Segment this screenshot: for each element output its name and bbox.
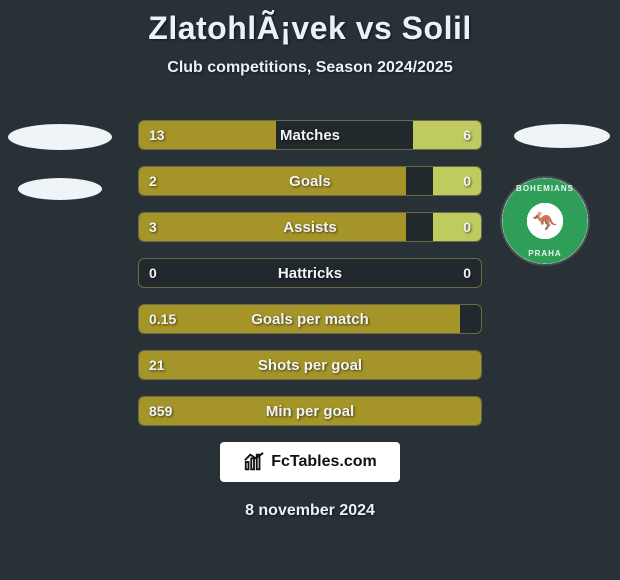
stat-bar-right	[413, 121, 481, 149]
stat-row: 859Min per goal	[138, 396, 482, 426]
date-text: 8 november 2024	[0, 502, 620, 520]
crest-top-text: BOHEMIANS	[502, 184, 588, 193]
stat-bar-left	[139, 121, 276, 149]
stat-bar-left	[139, 167, 406, 195]
stat-bar-left	[139, 351, 481, 379]
stat-row: 136Matches	[138, 120, 482, 150]
stat-label: Hattricks	[139, 259, 481, 287]
stat-bar-left	[139, 213, 406, 241]
crest-bottom-text: PRAHA	[502, 249, 588, 258]
player2-club-crest: BOHEMIANS 🦘 PRAHA	[502, 178, 588, 264]
watermark-badge: FcTables.com	[220, 442, 400, 482]
stat-value-right: 0	[463, 259, 471, 287]
player1-club-placeholder	[18, 178, 102, 200]
player1-avatar-placeholder	[8, 124, 112, 150]
watermark-text: FcTables.com	[271, 453, 377, 471]
stat-row: 21Shots per goal	[138, 350, 482, 380]
stat-bar-right	[433, 167, 481, 195]
kangaroo-icon: 🦘	[533, 209, 558, 234]
stat-value-left: 0	[149, 259, 157, 287]
comparison-title: ZlatohlÃ¡vek vs Solil	[0, 0, 620, 47]
player2-name: Solil	[402, 10, 472, 46]
stat-row: 0 0Hattricks	[138, 258, 482, 288]
stat-bar-left	[139, 397, 481, 425]
stat-bar-left	[139, 305, 460, 333]
subtitle: Club competitions, Season 2024/2025	[0, 59, 620, 77]
stat-row: 30Assists	[138, 212, 482, 242]
vs-text: vs	[356, 10, 393, 46]
stat-bars-container: 136Matches 20Goals 30Assists 0 0Hattricks 0.1…	[138, 120, 482, 442]
stat-bar-right	[433, 213, 481, 241]
stat-row: 0.15Goals per match	[138, 304, 482, 334]
stat-row: 20Goals	[138, 166, 482, 196]
player2-avatar-placeholder	[514, 124, 610, 148]
chart-icon	[243, 451, 265, 473]
player1-name: ZlatohlÃ¡vek	[148, 10, 346, 46]
